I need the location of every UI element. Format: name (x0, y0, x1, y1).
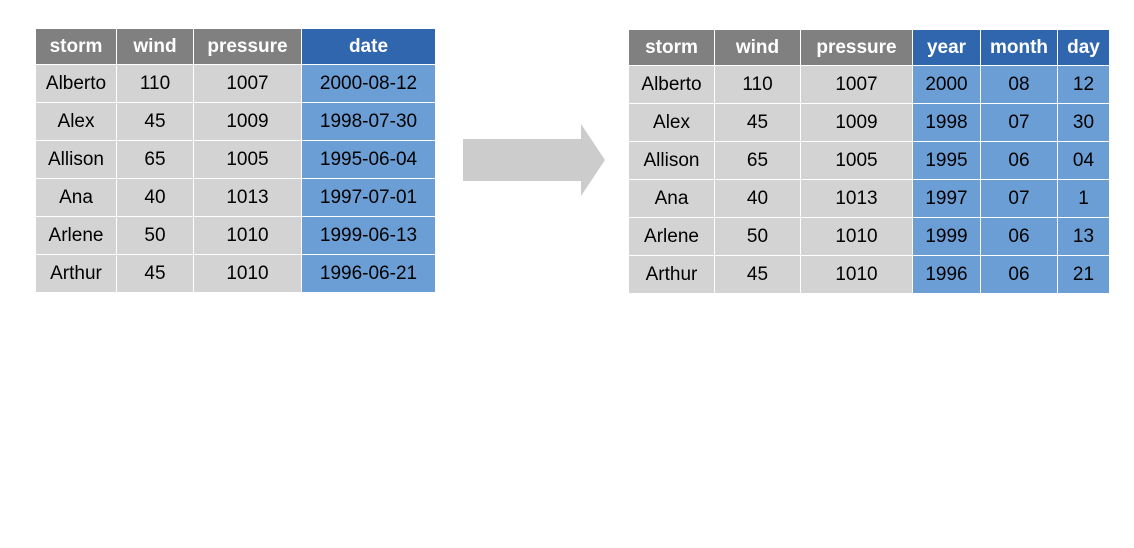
wind-cell: 110 (116, 64, 194, 103)
header-wind: wind (714, 29, 801, 66)
pressure-cell: 1010 (800, 217, 913, 256)
storm-cell: Alex (35, 102, 117, 141)
month-cell: 06 (980, 217, 1058, 256)
month-cell: 07 (980, 103, 1058, 142)
header-month: month (980, 29, 1058, 66)
pressure-cell: 1010 (800, 255, 913, 294)
arrow-right-icon (463, 124, 605, 196)
wind-cell: 40 (714, 179, 801, 218)
header-storm: storm (628, 29, 715, 66)
storm-cell: Ana (35, 178, 117, 217)
table-row: Allison 65 1005 1995 06 04 (628, 141, 1110, 180)
day-cell: 30 (1057, 103, 1110, 142)
wind-cell: 40 (116, 178, 194, 217)
date-cell: 1999-06-13 (301, 216, 436, 255)
pressure-cell: 1010 (193, 216, 302, 255)
storm-cell: Alberto (35, 64, 117, 103)
wind-cell: 65 (714, 141, 801, 180)
storm-cell: Arlene (628, 217, 715, 256)
storm-cell: Arthur (35, 254, 117, 293)
header-pressure: pressure (800, 29, 913, 66)
year-cell: 1996 (912, 255, 981, 294)
header-wind: wind (116, 28, 194, 65)
wind-cell: 45 (116, 254, 194, 293)
pressure-cell: 1007 (800, 65, 913, 104)
day-cell: 21 (1057, 255, 1110, 294)
header-year: year (912, 29, 981, 66)
year-cell: 2000 (912, 65, 981, 104)
day-cell: 12 (1057, 65, 1110, 104)
date-cell: 1997-07-01 (301, 178, 436, 217)
wind-cell: 65 (116, 140, 194, 179)
wind-cell: 50 (116, 216, 194, 255)
header-row: storm wind pressure date (35, 28, 436, 65)
pressure-cell: 1005 (193, 140, 302, 179)
wind-cell: 110 (714, 65, 801, 104)
storm-cell: Allison (35, 140, 117, 179)
table-row: Ana 40 1013 1997 07 1 (628, 179, 1110, 218)
table-row: Alberto 110 1007 2000-08-12 (35, 64, 436, 103)
table-row: Alex 45 1009 1998-07-30 (35, 102, 436, 141)
year-cell: 1999 (912, 217, 981, 256)
pressure-cell: 1007 (193, 64, 302, 103)
header-storm: storm (35, 28, 117, 65)
original-storms-table: storm wind pressure date Alberto 110 100… (35, 28, 436, 293)
storm-cell: Ana (628, 179, 715, 218)
storm-cell: Arthur (628, 255, 715, 294)
pressure-cell: 1010 (193, 254, 302, 293)
wind-cell: 45 (116, 102, 194, 141)
table-row: Allison 65 1005 1995-06-04 (35, 140, 436, 179)
date-cell: 2000-08-12 (301, 64, 436, 103)
header-row: storm wind pressure year month day (628, 29, 1110, 66)
day-cell: 13 (1057, 217, 1110, 256)
table-row: Arthur 45 1010 1996 06 21 (628, 255, 1110, 294)
storm-cell: Allison (628, 141, 715, 180)
storm-cell: Arlene (35, 216, 117, 255)
month-cell: 06 (980, 141, 1058, 180)
year-cell: 1998 (912, 103, 981, 142)
year-cell: 1995 (912, 141, 981, 180)
storm-cell: Alex (628, 103, 715, 142)
pressure-cell: 1013 (193, 178, 302, 217)
month-cell: 08 (980, 65, 1058, 104)
table-row: Alex 45 1009 1998 07 30 (628, 103, 1110, 142)
pressure-cell: 1009 (193, 102, 302, 141)
table-row: Ana 40 1013 1997-07-01 (35, 178, 436, 217)
header-date: date (301, 28, 436, 65)
storm-cell: Alberto (628, 65, 715, 104)
table-row: Alberto 110 1007 2000 08 12 (628, 65, 1110, 104)
month-cell: 06 (980, 255, 1058, 294)
day-cell: 1 (1057, 179, 1110, 218)
wind-cell: 50 (714, 217, 801, 256)
date-cell: 1996-06-21 (301, 254, 436, 293)
date-cell: 1998-07-30 (301, 102, 436, 141)
year-cell: 1997 (912, 179, 981, 218)
wind-cell: 45 (714, 103, 801, 142)
pressure-cell: 1009 (800, 103, 913, 142)
header-day: day (1057, 29, 1110, 66)
pressure-cell: 1005 (800, 141, 913, 180)
table-row: Arthur 45 1010 1996-06-21 (35, 254, 436, 293)
table-row: Arlene 50 1010 1999-06-13 (35, 216, 436, 255)
month-cell: 07 (980, 179, 1058, 218)
date-cell: 1995-06-04 (301, 140, 436, 179)
table-row: Arlene 50 1010 1999 06 13 (628, 217, 1110, 256)
separated-storms-table: storm wind pressure year month day Alber… (628, 29, 1110, 294)
day-cell: 04 (1057, 141, 1110, 180)
wind-cell: 45 (714, 255, 801, 294)
header-pressure: pressure (193, 28, 302, 65)
pressure-cell: 1013 (800, 179, 913, 218)
